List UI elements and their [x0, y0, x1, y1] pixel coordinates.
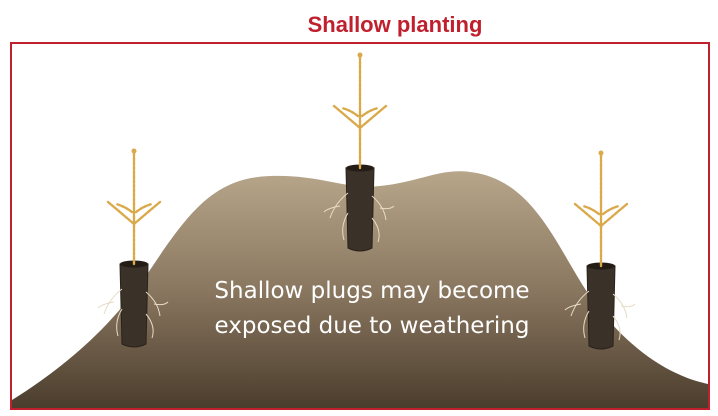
caption-line: exposed due to weathering	[215, 313, 530, 339]
caption-line: Shallow plugs may become	[214, 278, 529, 304]
diagram: Shallow planting Shallow plugs may becom…	[0, 0, 718, 416]
title: Shallow planting	[308, 12, 483, 37]
